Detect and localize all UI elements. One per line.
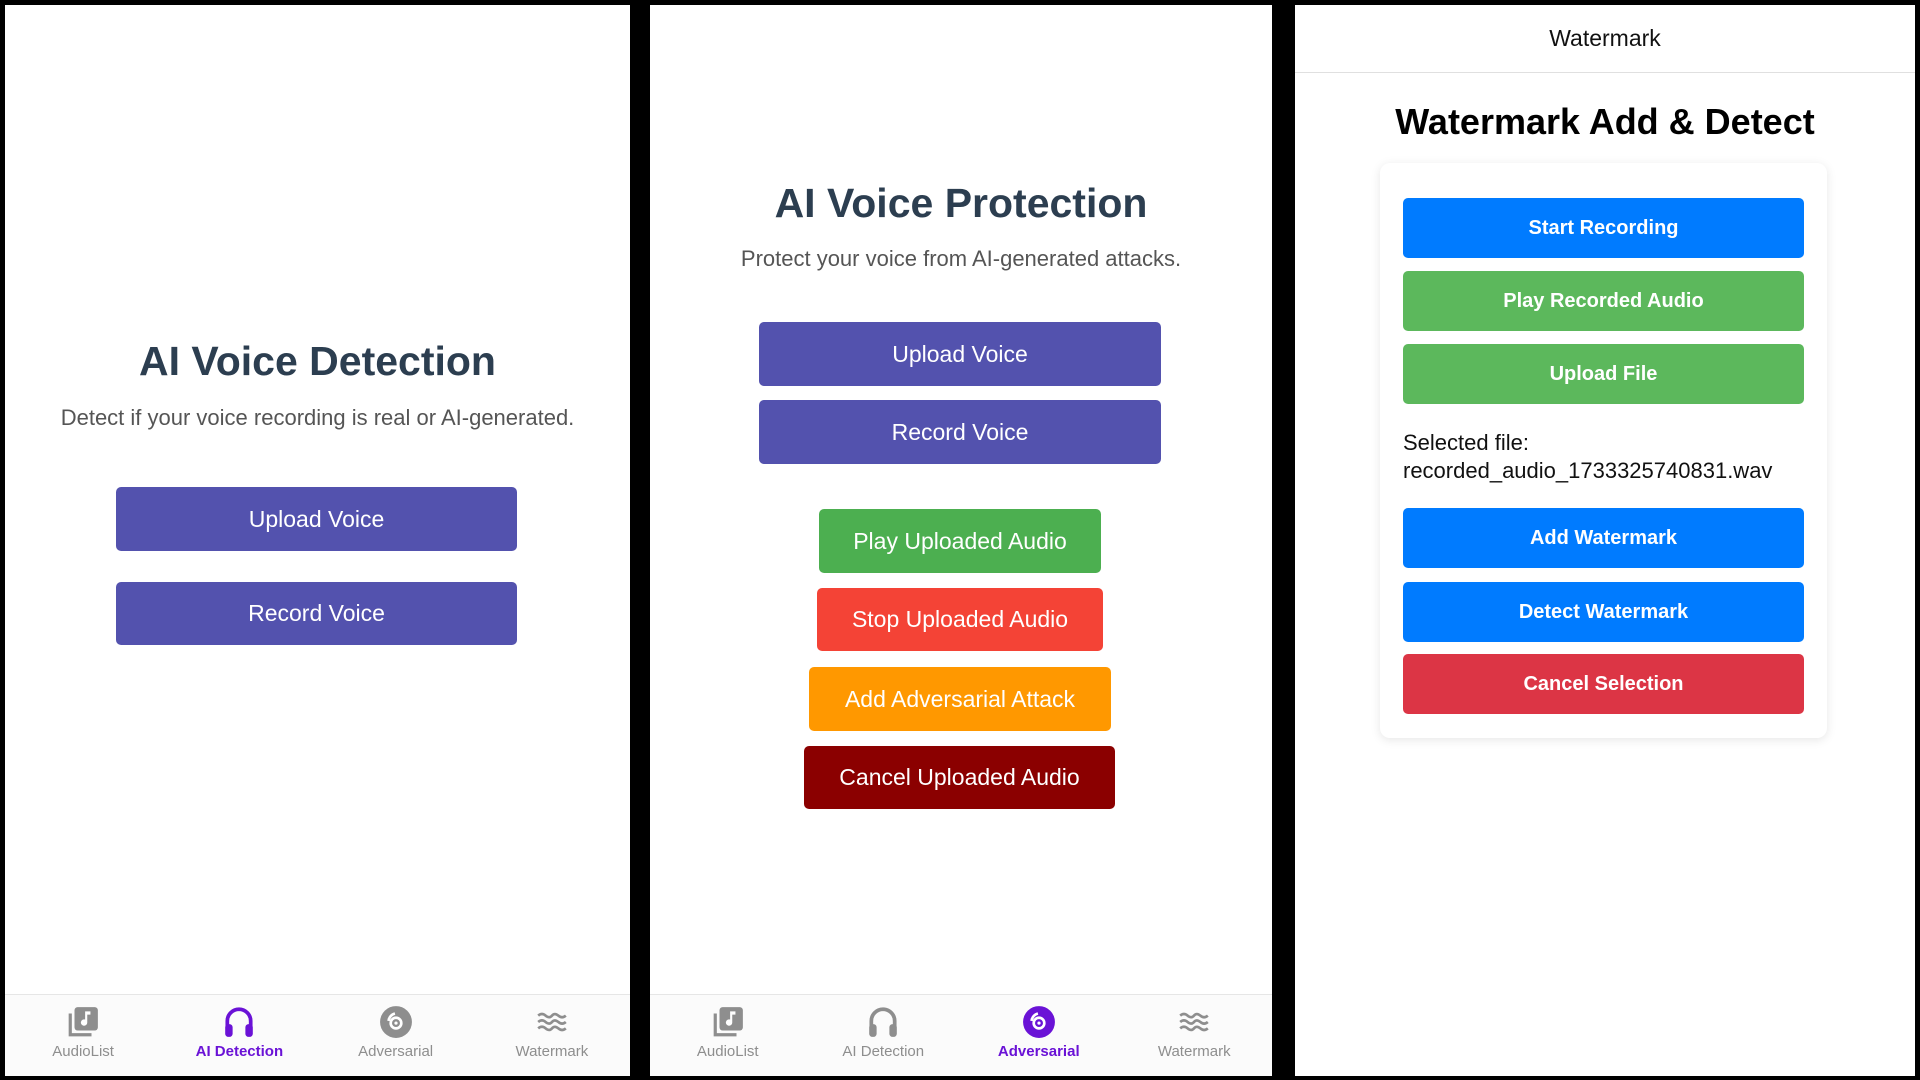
- selected-file-name: recorded_audio_1733325740831.wav: [1403, 458, 1773, 483]
- detect-watermark-button[interactable]: Detect Watermark: [1403, 582, 1804, 642]
- page-title: AI Voice Detection: [139, 338, 496, 384]
- tab-audiolist[interactable]: AudioList: [650, 995, 806, 1076]
- start-recording-button[interactable]: Start Recording: [1403, 198, 1804, 258]
- selected-file-info: Selected file: recorded_audio_1733325740…: [1403, 429, 1772, 485]
- add-watermark-button[interactable]: Add Watermark: [1403, 508, 1804, 568]
- play-uploaded-audio-button[interactable]: Play Uploaded Audio: [819, 509, 1101, 573]
- cancel-selection-button[interactable]: Cancel Selection: [1403, 654, 1804, 714]
- tab-ai-detection[interactable]: AI Detection: [806, 995, 962, 1076]
- tab-watermark[interactable]: Watermark: [1117, 995, 1273, 1076]
- disc-icon: [1022, 1005, 1056, 1039]
- add-adversarial-attack-button[interactable]: Add Adversarial Attack: [809, 667, 1111, 731]
- nav-header: Watermark: [1295, 5, 1915, 73]
- headphones-icon: [866, 1005, 900, 1039]
- ai-detection-screen: AI Voice Detection Detect if your voice …: [5, 5, 630, 1076]
- tab-ai-detection[interactable]: AI Detection: [161, 995, 317, 1076]
- selected-file-label: Selected file:: [1403, 430, 1529, 455]
- stop-uploaded-audio-button[interactable]: Stop Uploaded Audio: [817, 588, 1103, 651]
- music-library-icon: [711, 1005, 745, 1039]
- tab-bar: AudioList AI Detection Adversarial Water…: [5, 994, 630, 1076]
- page-title: Watermark Add & Detect: [1395, 101, 1815, 142]
- upload-voice-button[interactable]: Upload Voice: [116, 487, 517, 551]
- tab-watermark[interactable]: Watermark: [474, 995, 630, 1076]
- tab-bar: AudioList AI Detection Adversarial Water…: [650, 994, 1272, 1076]
- upload-voice-button[interactable]: Upload Voice: [759, 322, 1161, 386]
- page-subtitle: Detect if your voice recording is real o…: [60, 405, 575, 430]
- upload-file-button[interactable]: Upload File: [1403, 344, 1804, 404]
- page-subtitle: Protect your voice from AI-generated att…: [740, 246, 1182, 271]
- cancel-uploaded-audio-button[interactable]: Cancel Uploaded Audio: [804, 746, 1115, 809]
- tab-adversarial[interactable]: Adversarial: [318, 995, 474, 1076]
- adversarial-screen: AI Voice Protection Protect your voice f…: [650, 5, 1272, 1076]
- record-voice-button[interactable]: Record Voice: [759, 400, 1161, 464]
- waves-icon: [535, 1005, 569, 1039]
- music-library-icon: [66, 1005, 100, 1039]
- tab-adversarial[interactable]: Adversarial: [961, 995, 1117, 1076]
- watermark-screen: Watermark Watermark Add & Detect Start R…: [1295, 5, 1915, 1076]
- watermark-card: Start Recording Play Recorded Audio Uplo…: [1380, 163, 1827, 738]
- headphones-icon: [222, 1005, 256, 1039]
- play-recorded-audio-button[interactable]: Play Recorded Audio: [1403, 271, 1804, 331]
- record-voice-button[interactable]: Record Voice: [116, 582, 517, 645]
- disc-icon: [379, 1005, 413, 1039]
- waves-icon: [1177, 1005, 1211, 1039]
- tab-audiolist[interactable]: AudioList: [5, 995, 161, 1076]
- page-title: AI Voice Protection: [774, 180, 1148, 226]
